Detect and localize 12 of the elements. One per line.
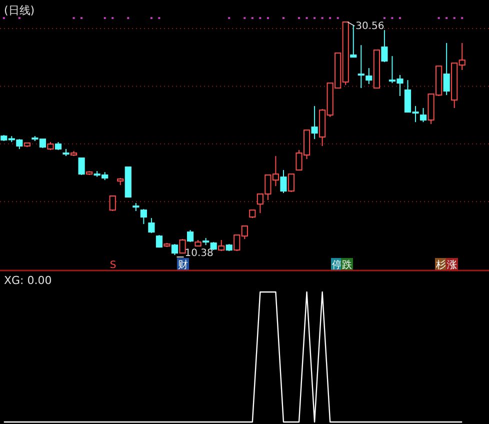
annotation: 30.56 (356, 21, 384, 32)
candlestick (358, 44, 364, 89)
text: 停 (332, 259, 342, 271)
chart-title: XG: 0.00 (4, 274, 52, 287)
text: 财 (178, 259, 188, 271)
text: 跌 (342, 259, 352, 271)
text: 涨 (447, 259, 457, 271)
candlestick (311, 106, 318, 140)
chart-title: (日线) (4, 4, 35, 17)
text: S (110, 260, 116, 271)
annotation: 10.38 (184, 248, 214, 259)
text: 杉 (435, 259, 446, 271)
